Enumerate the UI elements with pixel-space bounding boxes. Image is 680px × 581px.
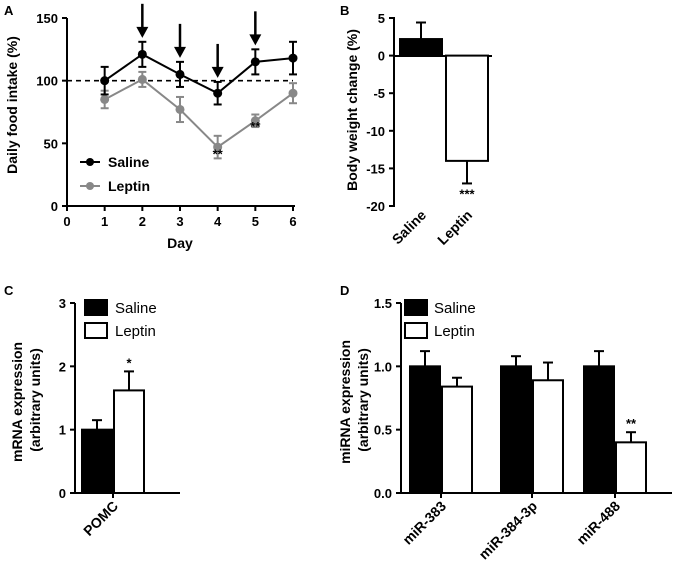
panel-c-ylabel-line2: (arbitrary units) <box>27 348 43 451</box>
panel-d: D miRNA expression (arbitrary units) 0.0… <box>337 283 672 562</box>
y-tick-label: -20 <box>366 199 385 214</box>
legend-label-saline: Saline <box>434 300 476 317</box>
y-tick-label: 1.0 <box>374 359 392 374</box>
legend-swatch-leptin <box>84 322 108 339</box>
data-point-saline <box>175 69 185 79</box>
panel-a-legend: Saline Leptin <box>80 154 150 194</box>
x-tick-label: 2 <box>139 214 146 229</box>
y-tick-label: 3 <box>59 296 66 311</box>
panel-c-letter: C <box>4 283 14 298</box>
bar-leptin <box>441 385 473 495</box>
significance-label: ** <box>213 146 224 161</box>
y-tick-label: -15 <box>366 161 385 176</box>
panel-a-xlabel: Day <box>167 235 193 251</box>
legend-label-saline: Saline <box>115 300 157 317</box>
bar-leptin <box>615 441 647 495</box>
bar-leptin <box>445 54 489 162</box>
data-point-saline <box>213 88 223 98</box>
x-tick-label: 0 <box>63 214 70 229</box>
panel-b: B Body weight change (%) 5 0 -5 -10 -15 -20 S… <box>340 3 492 248</box>
legend-swatch-saline <box>84 299 108 316</box>
series-line-leptin <box>104 78 294 149</box>
x-category-label: miR-488 <box>573 498 623 548</box>
legend-swatch-saline <box>404 299 428 316</box>
data-point-saline <box>137 49 147 59</box>
legend-label-leptin: Leptin <box>115 323 156 340</box>
significance-label: * <box>126 355 132 370</box>
y-tick-label: 0 <box>59 486 66 501</box>
data-point-leptin <box>213 142 223 152</box>
bar-saline <box>500 365 532 495</box>
data-point-leptin <box>288 88 298 98</box>
y-tick-label: 5 <box>378 11 385 26</box>
bar-saline <box>583 365 615 495</box>
y-tick-label: 50 <box>44 136 58 151</box>
x-category-label: miR-384-3p <box>475 498 540 563</box>
panel-b-ylabel: Body weight change (%) <box>344 29 360 191</box>
y-tick-label: -5 <box>373 86 385 101</box>
significance-label: ** <box>250 119 261 134</box>
panel-a-ylabel: Daily food intake (%) <box>4 36 20 174</box>
bar-saline <box>81 428 113 494</box>
bar-saline <box>399 38 443 57</box>
x-category-label: POMC <box>80 498 121 539</box>
data-point-leptin <box>250 116 260 126</box>
x-tick-label: 5 <box>252 214 259 229</box>
x-tick-label: 4 <box>214 214 222 229</box>
panel-c-ylabel: mRNA expression (arbitrary units) <box>9 338 43 462</box>
data-point-leptin <box>137 74 147 84</box>
panel-d-legend: Saline Leptin <box>404 299 476 340</box>
treatment-arrow-head <box>249 34 262 46</box>
legend-label-leptin: Leptin <box>108 178 150 194</box>
panel-c: C mRNA expression (arbitrary units) 0 1 2 3… <box>4 283 180 539</box>
y-tick-label: -10 <box>366 124 385 139</box>
x-category-label: Saline <box>389 207 430 248</box>
y-tick-label: 150 <box>36 11 58 26</box>
legend-marker-leptin <box>86 182 94 190</box>
x-category-label: miR-383 <box>399 498 449 548</box>
panel-a-letter: A <box>4 3 14 18</box>
significance-label: ** <box>626 416 637 431</box>
panel-b-letter: B <box>340 3 349 18</box>
legend-swatch-leptin <box>404 322 428 339</box>
data-point-leptin <box>100 94 110 104</box>
data-point-leptin <box>175 104 185 114</box>
panel-d-ylabel-line2: (arbitrary units) <box>355 348 371 451</box>
legend-label-saline: Saline <box>108 154 149 170</box>
panel-a: A Daily food intake (%) Day 0 50 100 150 0 1… <box>4 3 298 251</box>
y-tick-label: 1.5 <box>374 296 392 311</box>
panel-c-ylabel-line1: mRNA expression <box>9 342 25 462</box>
panel-d-ylabel-line1: miRNA expression <box>337 340 353 464</box>
legend-label-leptin: Leptin <box>434 323 475 340</box>
data-point-saline <box>288 53 298 63</box>
treatment-arrow-head <box>136 26 149 38</box>
legend-marker-saline <box>86 158 94 166</box>
treatment-arrow-head <box>211 66 224 78</box>
panel-c-legend: Saline Leptin <box>84 299 157 340</box>
y-tick-label: 1 <box>59 423 66 438</box>
x-tick-label: 3 <box>176 214 183 229</box>
bar-saline <box>409 365 441 495</box>
y-tick-label: 0 <box>378 49 385 64</box>
y-tick-label: 0.5 <box>374 423 392 438</box>
panel-d-ylabel: miRNA expression (arbitrary units) <box>337 336 371 464</box>
y-tick-label: 2 <box>59 359 66 374</box>
y-tick-label: 0 <box>51 199 58 214</box>
x-tick-label: 1 <box>101 214 108 229</box>
x-category-label: Leptin <box>434 207 475 248</box>
data-point-saline <box>250 57 260 67</box>
significance-label: *** <box>459 186 475 201</box>
panel-d-letter: D <box>340 283 349 298</box>
bar-leptin <box>532 379 564 494</box>
treatment-arrow-head <box>174 46 186 58</box>
y-tick-label: 100 <box>36 74 58 89</box>
bar-leptin <box>113 389 145 494</box>
data-point-saline <box>100 76 110 86</box>
y-tick-label: 0.0 <box>374 486 392 501</box>
series-line-saline <box>104 53 294 95</box>
x-tick-label: 6 <box>289 214 296 229</box>
